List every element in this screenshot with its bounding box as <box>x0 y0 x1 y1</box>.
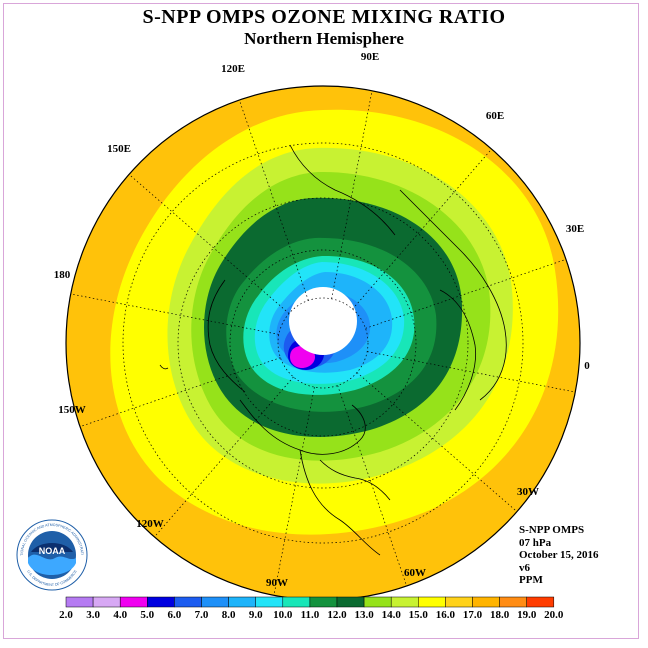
lon-label-30e: 30E <box>566 223 584 235</box>
lon-label-30w: 30W <box>517 486 539 498</box>
lon-label-90w: 90W <box>266 577 288 589</box>
meridian-line <box>70 293 279 335</box>
meridian-line <box>154 376 294 538</box>
meridian-line <box>367 351 576 393</box>
info-units: PPM <box>519 574 543 586</box>
lon-label-60w: 60W <box>404 567 426 579</box>
meridian-line <box>337 385 408 587</box>
meridian-line <box>365 258 567 329</box>
lon-label-120e: 120E <box>221 63 245 75</box>
lon-label-180: 180 <box>54 269 71 281</box>
polar-no-data-cap <box>289 287 357 355</box>
lon-label-120w: 120W <box>136 518 164 530</box>
longitude-meridians <box>70 90 576 596</box>
lon-label-0: 0 <box>584 360 590 372</box>
map-title: S-NPP OMPS OZONE MIXING RATIO <box>142 6 506 28</box>
info-version: v6 <box>519 561 530 574</box>
lon-label-60e: 60E <box>486 110 504 122</box>
meridian-line <box>79 357 281 428</box>
latitude-circles <box>122 142 524 544</box>
meridian-line <box>128 174 290 314</box>
meridian-line <box>352 148 492 310</box>
lon-label-90e: 90E <box>361 51 379 63</box>
noaa-logo: NOAA NATIONAL OCEANIC AND ATMOSPHERIC AD… <box>15 518 88 591</box>
info-level: 07 hPa <box>519 536 552 549</box>
meridian-line <box>273 387 315 596</box>
lon-label-150e: 150E <box>107 143 131 155</box>
meridian-line <box>356 372 518 512</box>
meridian-line <box>331 90 373 299</box>
coastlines <box>159 144 507 556</box>
info-instrument: S-NPP OMPS <box>519 524 585 536</box>
info-block: S-NPP OMPS 07 hPa October 15, 2016 v6 PP… <box>519 524 599 587</box>
noaa-logo-text: NOAA <box>39 546 66 556</box>
info-date: October 15, 2016 <box>519 549 599 561</box>
lon-label-150w: 150W <box>58 404 86 416</box>
map-subtitle: Northern Hemisphere <box>244 29 404 48</box>
meridian-line <box>238 99 309 301</box>
page-frame <box>3 3 639 639</box>
